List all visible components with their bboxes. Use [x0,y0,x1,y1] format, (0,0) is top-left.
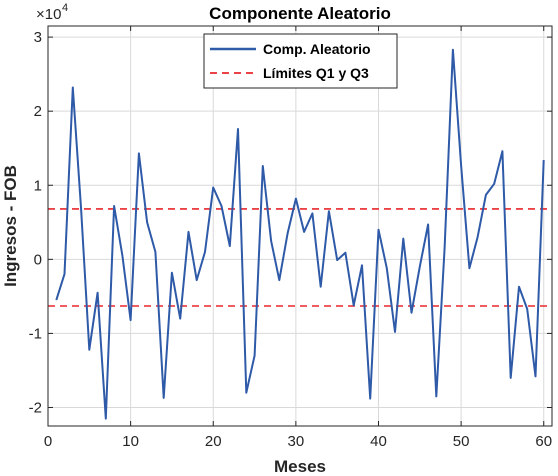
y-tick-label: -1 [29,325,42,342]
y-tick-label: 0 [34,251,42,268]
legend: Comp. Aleatorio Límites Q1 y Q3 [203,33,398,89]
x-tick-label: 60 [535,433,552,450]
legend-label-comp-aleatorio: Comp. Aleatorio [263,41,371,57]
legend-label-limites: Límites Q1 y Q3 [263,65,369,81]
x-tick-label: 50 [453,433,470,450]
series-layer [55,48,545,420]
y-exponent-power: 4 [62,2,68,14]
ticks: 0 10 20 30 40 50 60 -2 -1 0 1 2 3 [29,26,552,450]
series-line-comp-aleatorio [55,48,545,420]
x-tick-label: 30 [288,433,305,450]
y-tick-label: 2 [34,103,42,120]
y-tick-label: 1 [34,177,42,194]
plot-frame [47,25,553,427]
legend-box [203,33,398,89]
x-tick-label: 20 [205,433,222,450]
y-axis-label: Ingresos - FOB [1,165,20,287]
y-tick-label: 3 [34,29,42,46]
x-tick-label: 40 [370,433,387,450]
y-exponent-base: ×10 [36,6,61,23]
x-tick-label: 0 [44,433,52,450]
y-axis-exponent: ×10 4 [36,2,68,23]
y-tick-label: -2 [29,399,42,416]
chart-title: Componente Aleatorio [209,4,391,23]
x-axis-label: Meses [274,457,326,476]
x-tick-label: 10 [122,433,139,450]
